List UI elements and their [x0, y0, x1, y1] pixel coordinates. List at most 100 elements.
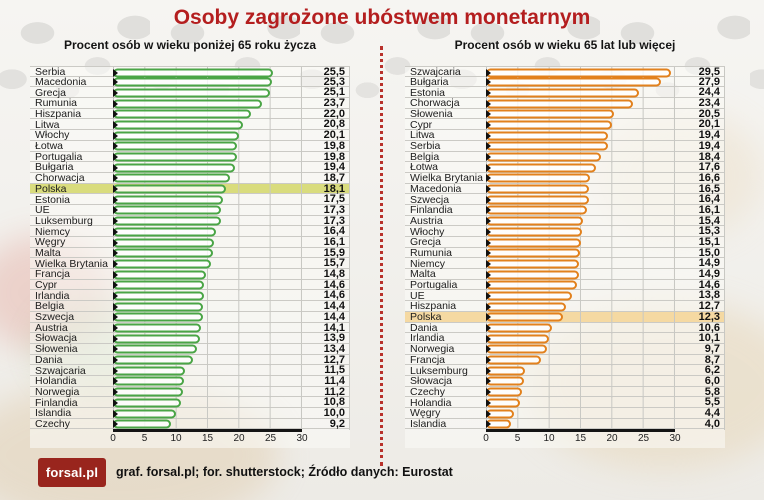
row-plot-area — [113, 76, 302, 88]
row-plot-area — [486, 258, 675, 270]
x-axis-tick-label: 10 — [543, 433, 555, 445]
row-value: 14,6 — [302, 279, 350, 291]
bar-start-marker — [113, 249, 118, 258]
row-label: Portugalia — [410, 279, 458, 291]
row-value: 14,4 — [302, 301, 350, 313]
row-plot-area — [486, 226, 675, 238]
row-label: Macedonia — [35, 75, 87, 88]
bar-start-marker — [486, 195, 491, 204]
bar-start-marker — [113, 227, 118, 236]
row-bar — [486, 184, 590, 194]
row-bar — [486, 323, 553, 333]
row-bar — [113, 88, 271, 98]
row-plot-area — [113, 183, 302, 195]
row-label: Bułgaria — [35, 161, 74, 174]
chart-row: Bułgaria 19,4 — [30, 161, 350, 174]
bar-start-marker — [113, 334, 118, 343]
row-bar — [113, 238, 214, 247]
row-label: Grecja — [35, 86, 66, 99]
chart-row: Finlandia 16,1 — [405, 204, 725, 216]
chart-row: Chorwacja 18,7 — [30, 172, 350, 184]
bar-start-marker — [113, 420, 118, 429]
row-label: Włochy — [410, 225, 445, 238]
row-label: Hiszpania — [410, 300, 457, 313]
row-bar — [113, 195, 223, 205]
chart-over-65-rows: Szwajcaria 29,5 Bułgaria 27,9 Estonia 24,4 Cho… — [405, 66, 725, 430]
row-plot-area — [486, 98, 675, 110]
row-plot-area — [486, 194, 675, 206]
row-value: 20,5 — [675, 108, 725, 120]
x-axis-tick-label: 0 — [483, 433, 489, 445]
row-label: Luksemburg — [35, 214, 93, 227]
row-bar — [486, 355, 541, 365]
chart-row: Francja 8,7 — [405, 354, 725, 366]
chart-row: Wielka Brytania 15,7 — [30, 258, 350, 270]
row-label: Niemcy — [35, 225, 71, 238]
chart-row: Bułgaria 27,9 — [405, 76, 725, 88]
row-label: Estonia — [410, 86, 446, 99]
bar-start-marker — [486, 227, 491, 236]
chart-row-highlighted: Polska 12,3 — [405, 311, 725, 323]
row-plot-area — [113, 258, 302, 270]
row-bar — [113, 270, 206, 280]
row-label: Austria — [35, 321, 68, 334]
bar-start-marker — [486, 217, 491, 226]
bar-start-marker — [486, 259, 491, 268]
row-plot-area — [113, 108, 302, 120]
chart-row: Norwegia 11,2 — [30, 386, 350, 398]
row-bar — [486, 270, 580, 280]
row-plot-area — [486, 119, 675, 131]
row-bar — [113, 291, 205, 301]
bar-start-marker — [486, 324, 491, 332]
row-label: Francja — [35, 268, 71, 281]
row-bar — [486, 344, 547, 354]
row-value: 15,0 — [675, 247, 725, 259]
row-plot-area — [113, 333, 302, 345]
chart-row: Belgia 18,4 — [405, 151, 725, 163]
row-bar — [113, 77, 272, 87]
chart-row: Łotwa 19,8 — [30, 140, 350, 152]
bar-start-marker — [113, 206, 118, 215]
bar-start-marker — [486, 291, 491, 300]
row-label: Węgry — [410, 407, 441, 420]
bar-start-marker — [486, 206, 491, 215]
row-bar — [486, 291, 573, 301]
row-value: 16,4 — [675, 194, 725, 206]
bar-start-marker — [486, 78, 491, 87]
row-label: Czechy — [410, 385, 446, 398]
row-plot-area — [113, 311, 302, 323]
row-plot-area — [486, 343, 675, 355]
row-bar — [113, 259, 212, 269]
row-value: 17,5 — [302, 194, 350, 206]
chart-row: Irlandia 10,1 — [405, 333, 725, 345]
bar-start-marker — [486, 142, 491, 151]
chart-row: Hiszpania 12,7 — [405, 300, 725, 313]
row-label: Holandia — [35, 375, 77, 388]
bar-start-marker — [113, 217, 118, 226]
bar-start-marker — [486, 281, 491, 290]
row-plot-area — [486, 140, 675, 152]
chart-row: Malta 14,9 — [405, 269, 725, 281]
row-value: 12,3 — [675, 311, 725, 323]
row-bar — [486, 302, 566, 312]
row-bar — [113, 216, 222, 226]
bar-start-marker — [486, 356, 491, 365]
bar-start-marker — [113, 142, 118, 151]
bar-start-marker — [113, 291, 118, 300]
row-bar — [486, 163, 597, 173]
row-plot-area — [486, 386, 675, 398]
row-value: 24,4 — [675, 87, 725, 99]
bar-start-marker — [486, 88, 491, 97]
row-label: Słowacja — [35, 332, 78, 345]
row-bar — [113, 163, 235, 173]
row-label: Serbia — [35, 66, 66, 79]
chart-over-65-title: Procent osób w wieku 65 lat lub więcej — [454, 38, 676, 52]
row-plot-area — [113, 354, 302, 366]
row-plot-area — [486, 397, 675, 409]
bar-start-marker — [113, 313, 118, 322]
row-bar — [113, 227, 216, 237]
bar-start-marker — [486, 110, 491, 119]
bar-start-marker — [486, 120, 491, 129]
row-plot-area — [113, 140, 302, 152]
bar-start-marker — [486, 334, 491, 343]
